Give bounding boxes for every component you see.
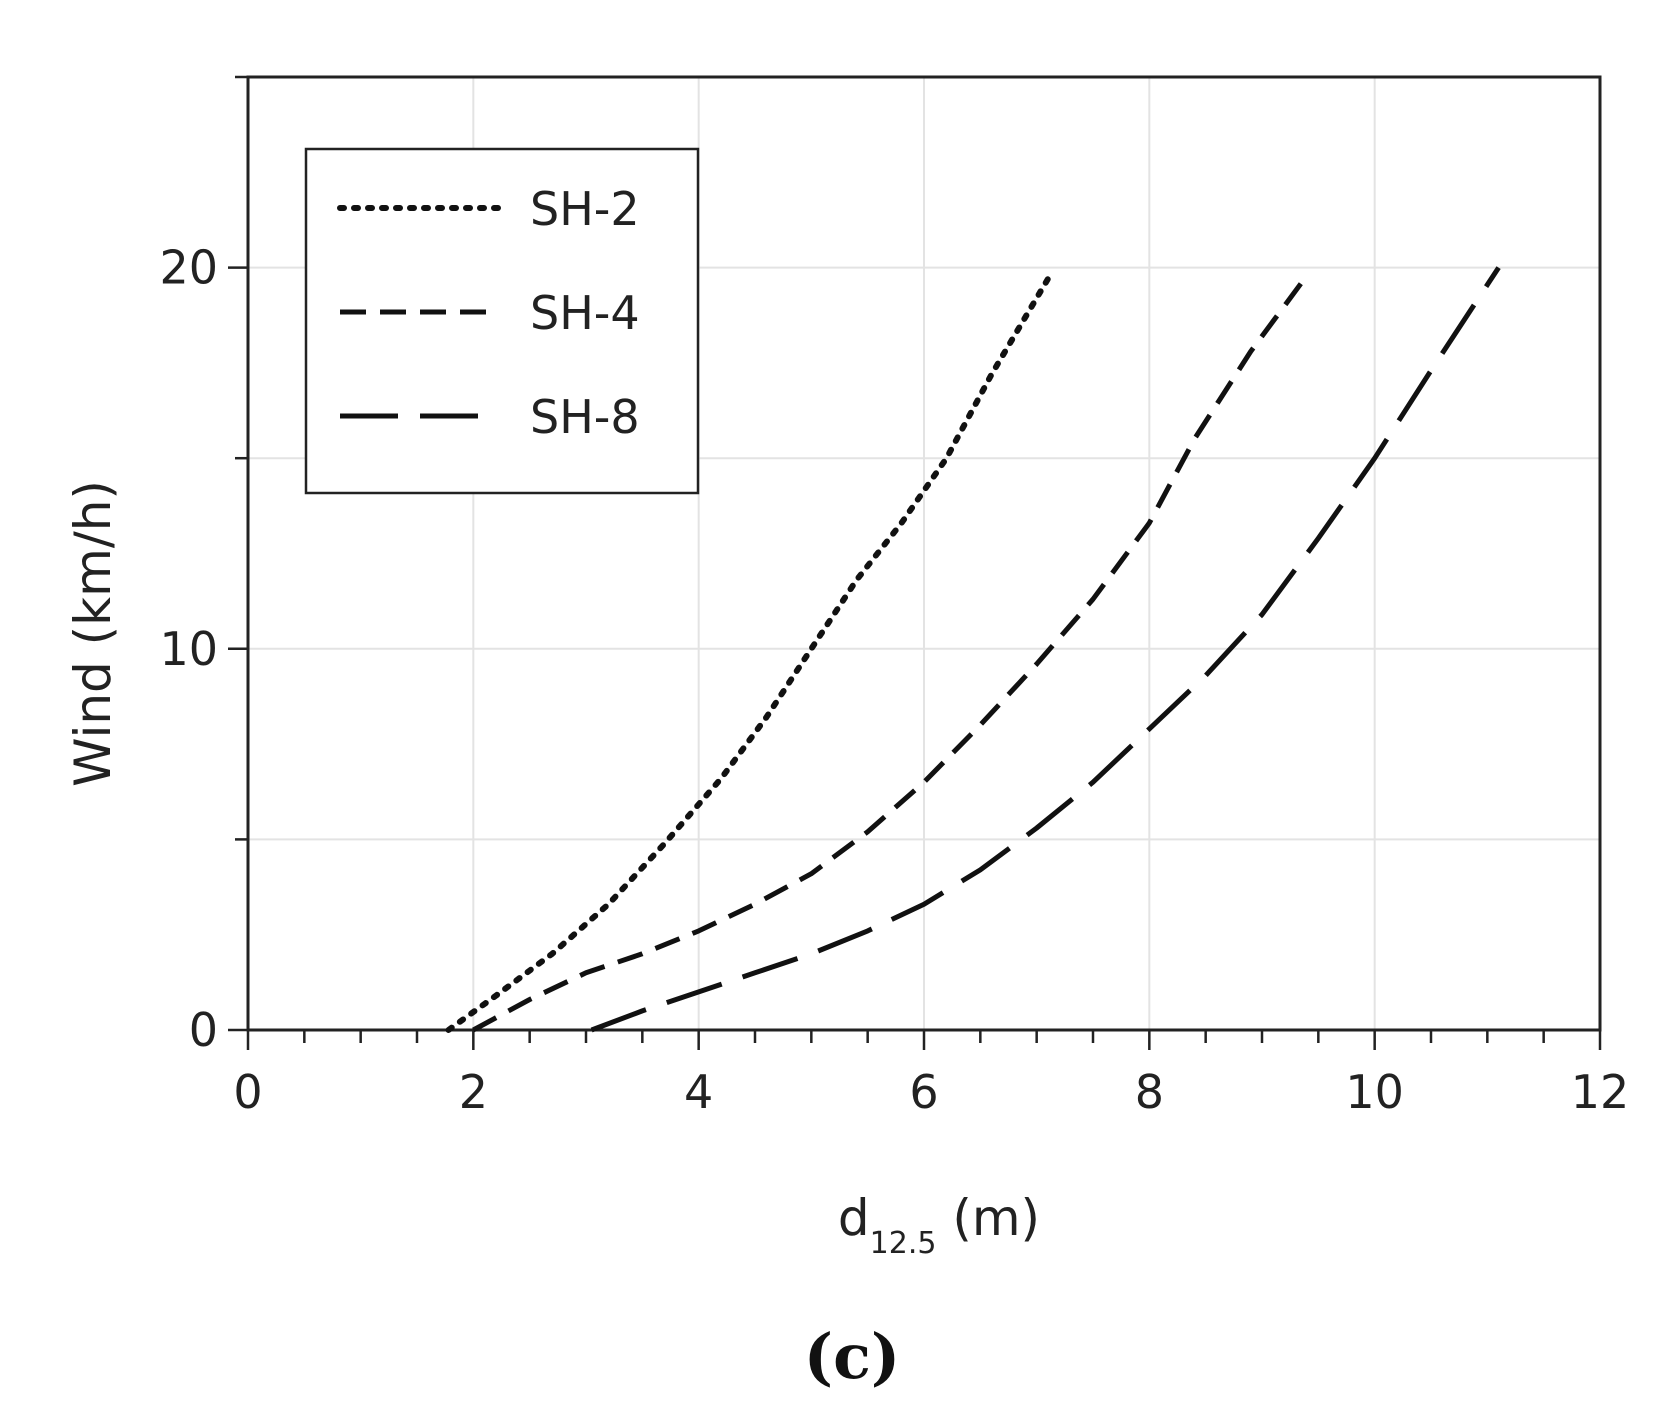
- y-tick-label: 0: [189, 1003, 218, 1057]
- x-tick-label: 6: [909, 1065, 938, 1119]
- x-axis-title-main: d: [838, 1189, 870, 1247]
- legend-label-sh-8: SH-8: [530, 390, 640, 444]
- y-axis-title: Wind (km/h): [64, 480, 122, 787]
- series-line-sh-4: [472, 273, 1310, 1033]
- y-tick-labels: 0 10 20: [159, 241, 218, 1057]
- x-tick-label: 8: [1135, 1065, 1164, 1119]
- y-tick-label: 10: [159, 622, 218, 676]
- series-lines: [445, 266, 1501, 1033]
- x-tick-label: 2: [459, 1065, 488, 1119]
- x-tick-label: 4: [684, 1065, 713, 1119]
- x-tick-label: 12: [1571, 1065, 1630, 1119]
- x-tick-label: 0: [233, 1065, 262, 1119]
- panel-label: (c): [804, 1320, 900, 1393]
- x-tick-labels: 0 2 4 6 8 10 12: [233, 1065, 1629, 1119]
- series-line-sh-8: [590, 266, 1501, 1033]
- legend-label-sh-2: SH-2: [530, 182, 640, 236]
- x-axis-title-subscript: 12.5: [870, 1226, 937, 1261]
- legend-label-sh-4: SH-4: [530, 286, 640, 340]
- x-tick-label: 10: [1345, 1065, 1404, 1119]
- x-axis-title: d12.5 (m): [838, 1189, 1040, 1261]
- y-tick-label: 20: [159, 241, 218, 295]
- x-axis-title-unit: (m): [936, 1189, 1040, 1247]
- legend: SH-2 SH-4 SH-8: [304, 147, 700, 495]
- series-line-sh-2: [445, 276, 1051, 1033]
- axis-ticks: [228, 75, 1602, 1050]
